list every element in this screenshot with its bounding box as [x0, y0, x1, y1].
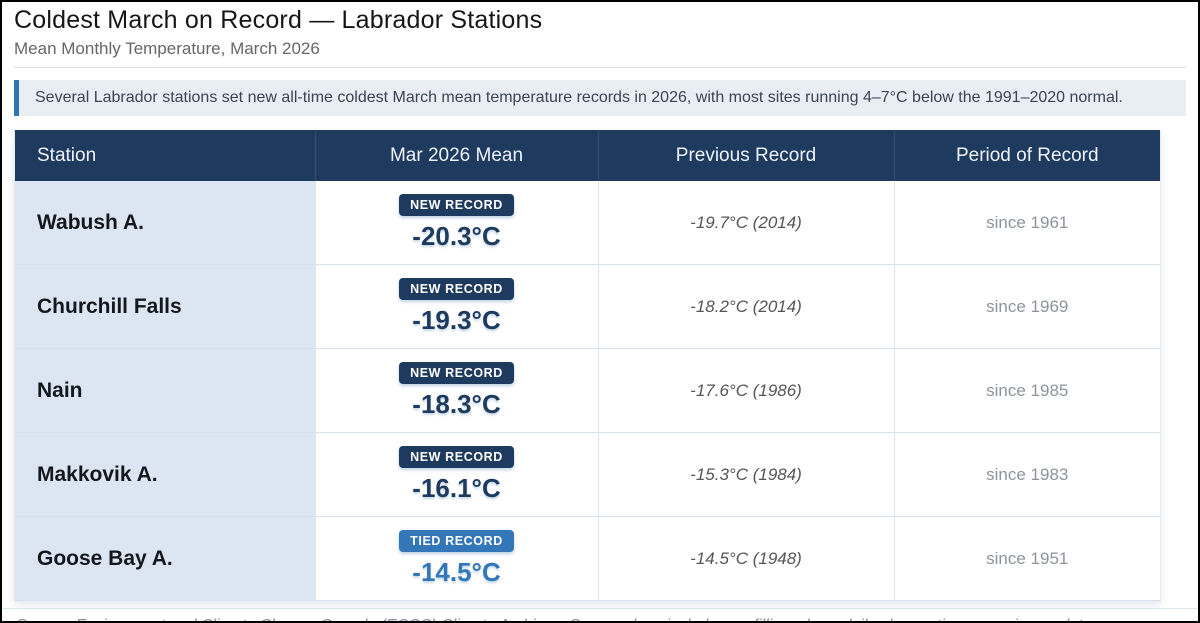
previous-record-cell: -19.7°C (2014) [597, 181, 894, 265]
previous-record-cell: -18.2°C (2014) [597, 264, 894, 349]
mean-temperature: -18.3°C [412, 388, 501, 419]
period-cell: since 1951 [893, 516, 1160, 601]
period-cell: since 1969 [893, 264, 1160, 349]
mean-cell: NEW RECORD -19.3°C [314, 264, 598, 349]
record-badge: NEW RECORD [399, 277, 514, 300]
period-cell: since 1985 [893, 348, 1160, 433]
record-badge: NEW RECORD [399, 361, 514, 384]
page-title: Coldest March on Record — Labrador Stati… [14, 6, 543, 34]
record-badge: TIED RECORD [399, 529, 514, 552]
mean-cell: NEW RECORD -20.3°C [314, 181, 598, 265]
record-badge: NEW RECORD [399, 445, 514, 468]
mean-cell: TIED RECORD -14.5°C [314, 516, 598, 601]
record-badge: NEW RECORD [399, 193, 514, 216]
station-cell: Goose Bay A. [15, 516, 315, 601]
source-note: Source: Environment and Climate Change C… [2, 608, 1198, 621]
page-header: Coldest March on Record — Labrador Stati… [14, 6, 1186, 68]
column-header-period: Period of Record [893, 130, 1160, 181]
records-table: Station Mar 2026 Mean Previous Record Pe… [14, 130, 1161, 602]
column-header-mean: Mar 2026 Mean [314, 130, 598, 181]
station-cell: Wabush A. [15, 181, 315, 265]
station-cell: Makkovik A. [15, 432, 315, 517]
mean-temperature: -20.3°C [412, 220, 501, 251]
previous-record-cell: -15.3°C (1984) [597, 432, 894, 517]
column-header-previous-record: Previous Record [597, 130, 894, 181]
previous-record-cell: -17.6°C (1986) [597, 348, 894, 433]
mean-temperature: -19.3°C [412, 304, 501, 335]
period-cell: since 1983 [893, 432, 1160, 517]
table-row: Churchill Falls NEW RECORD -19.3°C -18.2… [15, 264, 1160, 349]
mean-cell: NEW RECORD -16.1°C [314, 432, 598, 517]
station-cell: Churchill Falls [15, 264, 315, 349]
table-header-row: Station Mar 2026 Mean Previous Record Pe… [15, 130, 1160, 181]
period-cell: since 1961 [893, 181, 1160, 265]
mean-cell: NEW RECORD -18.3°C [314, 348, 598, 433]
table-row: Goose Bay A. TIED RECORD -14.5°C -14.5°C… [15, 516, 1160, 601]
previous-record-cell: -14.5°C (1948) [597, 516, 894, 601]
table-row: Wabush A. NEW RECORD -20.3°C -19.7°C (20… [15, 181, 1160, 265]
summary-banner-text: Several Labrador stations set new all-ti… [35, 89, 1123, 106]
column-header-station: Station [15, 130, 315, 181]
station-cell: Nain [15, 348, 315, 433]
page-subtitle: Mean Monthly Temperature, March 2026 [14, 39, 320, 58]
summary-banner: Several Labrador stations set new all-ti… [14, 80, 1186, 116]
table-row: Makkovik A. NEW RECORD -16.1°C -15.3°C (… [15, 432, 1160, 517]
mean-temperature: -16.1°C [412, 472, 501, 503]
mean-temperature: -14.5°C [412, 556, 501, 587]
table-row: Nain NEW RECORD -18.3°C -17.6°C (1986) s… [15, 348, 1160, 433]
